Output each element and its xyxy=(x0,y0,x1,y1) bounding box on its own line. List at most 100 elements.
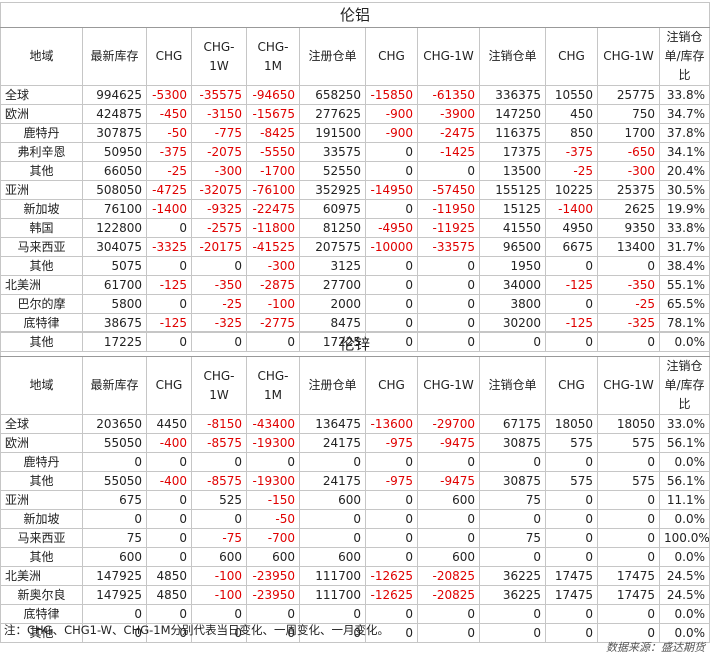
value-cell: 277625 xyxy=(299,104,366,124)
cancel-ratio-cell: 24.5% xyxy=(658,566,711,586)
value-cell: 0 xyxy=(365,161,418,181)
value-cell: -975 xyxy=(365,433,418,453)
location-row: 其他 600 0 600 600 600 0 600 0 0 0 0.0% xyxy=(0,547,711,567)
value-cell: -9475 xyxy=(417,471,480,491)
region-label: 其他 xyxy=(0,547,83,567)
region-row: 亚洲 675 0 525 -150 600 0 600 75 0 0 11.1% xyxy=(0,490,711,510)
value-cell: -1425 xyxy=(417,142,480,162)
aluminum-inventory-table: 伦铝 地域 最新库存 CHG CHG-1W CHG-1M 注册仓单 CHG CHG-1W 注销仓… xyxy=(0,2,711,352)
value-cell: -22475 xyxy=(246,199,300,219)
value-cell: 0 xyxy=(146,528,192,548)
value-cell: 0 xyxy=(597,509,660,529)
value-cell: 61700 xyxy=(82,275,147,295)
region-label: 马来西亚 xyxy=(0,237,83,257)
region-label: 亚洲 xyxy=(0,490,83,510)
value-cell: -100 xyxy=(246,294,300,314)
value-cell: 24175 xyxy=(299,471,366,491)
value-cell: 0 xyxy=(146,604,192,624)
value-cell: 0 xyxy=(597,604,660,624)
value-cell: -94650 xyxy=(246,85,300,105)
value-cell: -11950 xyxy=(417,199,480,219)
cancel-ratio-cell: 65.5% xyxy=(658,294,711,314)
zinc-table-title: 伦锌 xyxy=(0,331,711,357)
column-header: 最新库存 xyxy=(82,27,147,86)
value-cell: 0 xyxy=(365,294,418,314)
value-cell: 0 xyxy=(365,547,418,567)
region-row: 欧洲 424875 -450 -3150 -15675 277625 -900 -3900 14… xyxy=(0,104,711,124)
value-cell: 13500 xyxy=(479,161,546,181)
value-cell: -8150 xyxy=(191,414,247,434)
region-label: 亚洲 xyxy=(0,180,83,200)
value-cell: -1400 xyxy=(146,199,192,219)
value-cell: -400 xyxy=(146,471,192,491)
value-cell: 0 xyxy=(365,528,418,548)
value-cell: 55050 xyxy=(82,471,147,491)
value-cell: 0 xyxy=(299,528,366,548)
column-header: 注销仓单/库存比 xyxy=(658,356,711,415)
value-cell: 67175 xyxy=(479,414,546,434)
value-cell: 0 xyxy=(597,256,660,276)
value-cell: 25375 xyxy=(597,180,660,200)
cancel-ratio-cell: 78.1% xyxy=(658,313,711,333)
data-source: 数据来源：盛达期货 xyxy=(606,641,705,654)
location-row: 马来西亚 304075 -3325 -20175 -41525 207575 -10000-… xyxy=(0,237,711,257)
value-cell: 850 xyxy=(545,123,598,143)
value-cell: -25 xyxy=(146,161,192,181)
value-cell: -350 xyxy=(191,275,247,295)
value-cell: -775 xyxy=(191,123,247,143)
cancel-ratio-cell: 37.8% xyxy=(658,123,711,143)
value-cell: -20175 xyxy=(191,237,247,257)
column-header: 注册仓单 xyxy=(299,27,366,86)
value-cell: 203650 xyxy=(82,414,147,434)
column-header: CHG-1W xyxy=(417,27,480,86)
region-label: 北美洲 xyxy=(0,566,83,586)
value-cell: 207575 xyxy=(299,237,366,257)
value-cell: 424875 xyxy=(82,104,147,124)
value-cell: 17475 xyxy=(545,585,598,605)
region-label: 新奥尔良 xyxy=(0,585,83,605)
column-header: CHG-1W xyxy=(597,356,660,415)
cancel-ratio-cell: 33.8% xyxy=(658,218,711,238)
column-header: CHG-1M xyxy=(246,356,300,415)
value-cell: 5800 xyxy=(82,294,147,314)
value-cell: -20825 xyxy=(417,566,480,586)
cancel-ratio-cell: 38.4% xyxy=(658,256,711,276)
value-cell: -19300 xyxy=(246,433,300,453)
value-cell: 0 xyxy=(417,509,480,529)
value-cell: -10000 xyxy=(365,237,418,257)
value-cell: 155125 xyxy=(479,180,546,200)
cancel-ratio-cell: 11.1% xyxy=(658,490,711,510)
value-cell: 0 xyxy=(545,294,598,314)
value-cell: 0 xyxy=(597,528,660,548)
value-cell: 0 xyxy=(191,509,247,529)
value-cell: 66050 xyxy=(82,161,147,181)
value-cell: -125 xyxy=(545,313,598,333)
value-cell: -61350 xyxy=(417,85,480,105)
column-header: CHG-1M xyxy=(246,27,300,86)
value-cell: 0 xyxy=(545,256,598,276)
value-cell: 116375 xyxy=(479,123,546,143)
value-cell: -100 xyxy=(191,566,247,586)
value-cell: -57450 xyxy=(417,180,480,200)
region-label: 鹿特丹 xyxy=(0,123,83,143)
cancel-ratio-cell: 0.0% xyxy=(658,509,711,529)
value-cell: 0 xyxy=(365,313,418,333)
value-cell: 147250 xyxy=(479,104,546,124)
value-cell: 2625 xyxy=(597,199,660,219)
value-cell: -8425 xyxy=(246,123,300,143)
region-label: 全球 xyxy=(0,414,83,434)
value-cell: 575 xyxy=(597,433,660,453)
value-cell: -8575 xyxy=(191,471,247,491)
value-cell: 2000 xyxy=(299,294,366,314)
value-cell: 0 xyxy=(191,256,247,276)
value-cell: 41550 xyxy=(479,218,546,238)
value-cell: -3150 xyxy=(191,104,247,124)
region-label: 鹿特丹 xyxy=(0,452,83,472)
value-cell: 6675 xyxy=(545,237,598,257)
value-cell: -150 xyxy=(246,490,300,510)
cancel-ratio-cell: 0.0% xyxy=(658,623,711,643)
value-cell: -76100 xyxy=(246,180,300,200)
footnote: 注：CHG、CHG1-W、CHG-1M分别代表当日变化、一周变化、一月变化。 xyxy=(4,623,390,637)
value-cell: 0 xyxy=(545,528,598,548)
